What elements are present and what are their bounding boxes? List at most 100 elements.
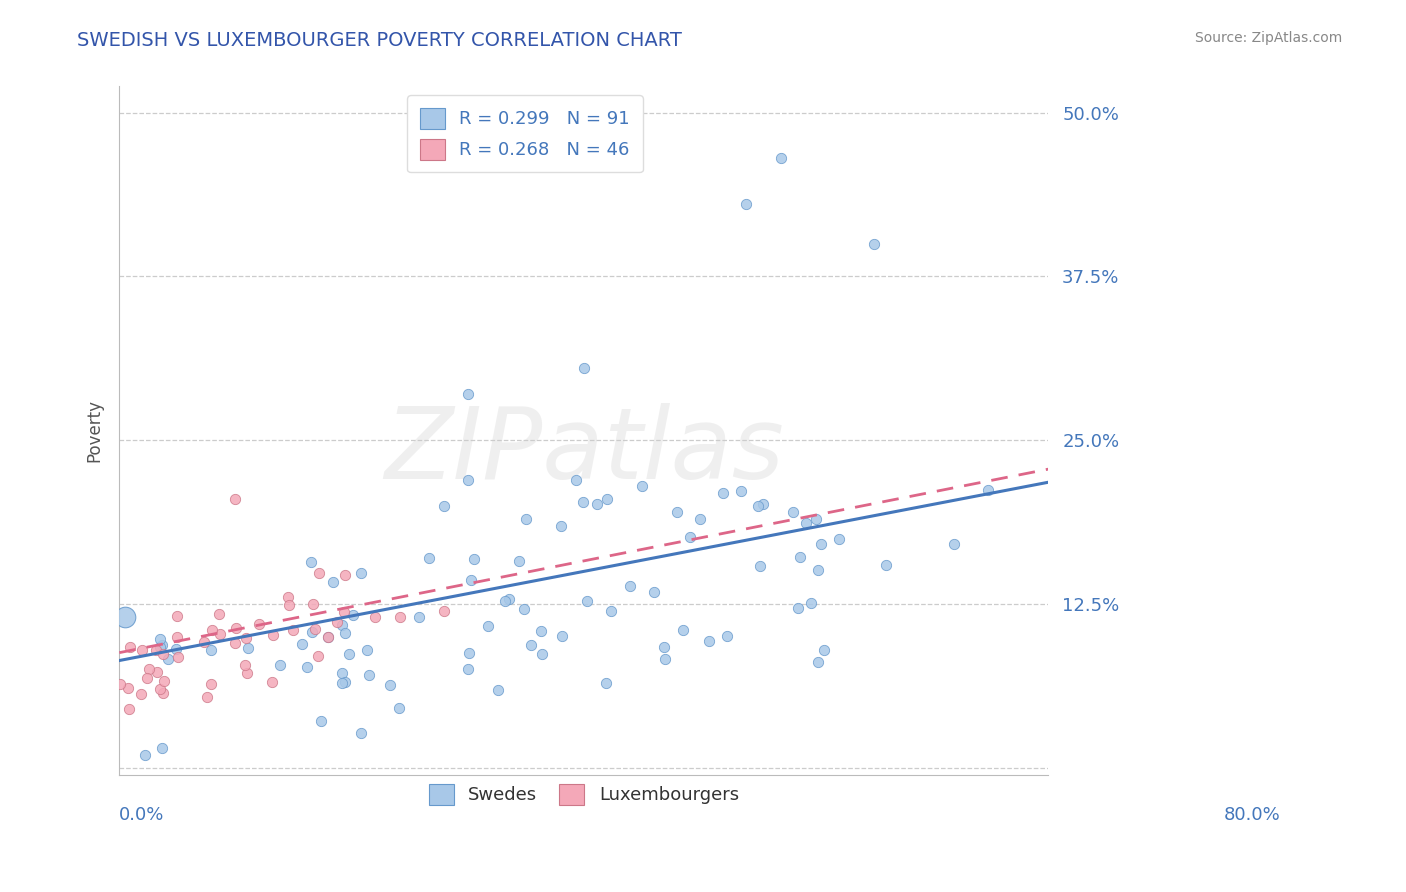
Point — [498, 591, 520, 606]
Point — [350, 566, 373, 581]
Point — [149, 682, 172, 697]
Point — [236, 640, 259, 655]
Point — [166, 630, 188, 644]
Point — [301, 624, 323, 639]
Point — [359, 668, 381, 682]
Point — [108, 677, 131, 691]
Point — [747, 499, 769, 513]
Point — [388, 610, 411, 624]
Point — [551, 629, 574, 643]
Point — [236, 666, 259, 681]
Point — [260, 674, 283, 689]
Point — [114, 610, 136, 624]
Point — [224, 492, 246, 507]
Point — [813, 643, 835, 657]
Point — [652, 640, 675, 654]
Point — [283, 624, 305, 638]
Point — [295, 660, 318, 674]
Point — [193, 635, 215, 649]
Point — [332, 665, 354, 680]
Point — [149, 640, 172, 654]
Point — [330, 618, 353, 632]
Point — [654, 652, 676, 666]
Point — [302, 597, 325, 611]
Point — [942, 536, 965, 550]
Point — [599, 604, 621, 618]
Point — [631, 479, 654, 493]
Point — [307, 649, 329, 664]
Legend: Swedes, Luxembourgers: Swedes, Luxembourgers — [419, 775, 748, 814]
Point — [782, 505, 804, 519]
Point — [457, 387, 479, 401]
Point — [735, 197, 758, 211]
Point — [486, 683, 509, 698]
Point — [565, 473, 588, 487]
Point — [787, 601, 810, 615]
Point — [201, 624, 224, 638]
Point — [134, 747, 156, 762]
Point — [349, 725, 371, 739]
Point — [672, 623, 695, 637]
Point — [167, 650, 190, 665]
Point — [311, 714, 333, 729]
Point — [166, 608, 188, 623]
Point — [749, 558, 772, 573]
Point — [388, 701, 411, 715]
Point — [316, 630, 339, 644]
Point — [235, 631, 257, 645]
Point — [716, 629, 738, 643]
Point — [209, 627, 232, 641]
Point — [770, 152, 793, 166]
Point — [457, 473, 479, 487]
Point — [200, 643, 222, 657]
Point — [146, 665, 169, 680]
Point — [643, 585, 665, 599]
Point — [585, 497, 607, 511]
Point — [135, 671, 157, 685]
Point — [595, 675, 617, 690]
Point — [530, 624, 553, 639]
Point — [794, 516, 817, 530]
Point — [515, 512, 537, 526]
Point — [330, 676, 353, 690]
Point — [299, 555, 322, 569]
Point — [131, 643, 153, 657]
Point — [157, 652, 180, 666]
Point — [337, 647, 360, 661]
Point — [129, 687, 152, 701]
Point — [277, 590, 299, 604]
Point — [138, 662, 160, 676]
Point — [804, 512, 827, 526]
Y-axis label: Poverty: Poverty — [86, 399, 103, 462]
Point — [118, 702, 141, 716]
Point — [145, 643, 167, 657]
Point — [460, 574, 482, 588]
Point — [247, 616, 270, 631]
Point — [208, 607, 231, 621]
Point — [290, 637, 312, 651]
Point — [689, 512, 711, 526]
Point — [679, 530, 702, 544]
Point — [408, 609, 430, 624]
Point — [550, 518, 572, 533]
Point — [150, 741, 173, 756]
Point — [875, 558, 897, 572]
Text: SWEDISH VS LUXEMBOURGER POVERTY CORRELATION CHART: SWEDISH VS LUXEMBOURGER POVERTY CORRELAT… — [77, 31, 682, 50]
Text: Source: ZipAtlas.com: Source: ZipAtlas.com — [1195, 31, 1343, 45]
Point — [152, 647, 174, 661]
Point — [200, 677, 222, 691]
Point — [477, 619, 499, 633]
Point — [152, 674, 174, 689]
Point — [364, 610, 387, 624]
Point — [117, 681, 139, 696]
Point — [572, 361, 595, 376]
Text: ZIPatlas: ZIPatlas — [384, 402, 783, 500]
Point — [378, 678, 401, 692]
Point — [418, 550, 440, 565]
Point — [335, 626, 357, 640]
Point — [433, 604, 456, 618]
Point — [233, 658, 256, 673]
Point — [730, 484, 752, 499]
Text: 0.0%: 0.0% — [120, 805, 165, 823]
Point — [342, 607, 364, 622]
